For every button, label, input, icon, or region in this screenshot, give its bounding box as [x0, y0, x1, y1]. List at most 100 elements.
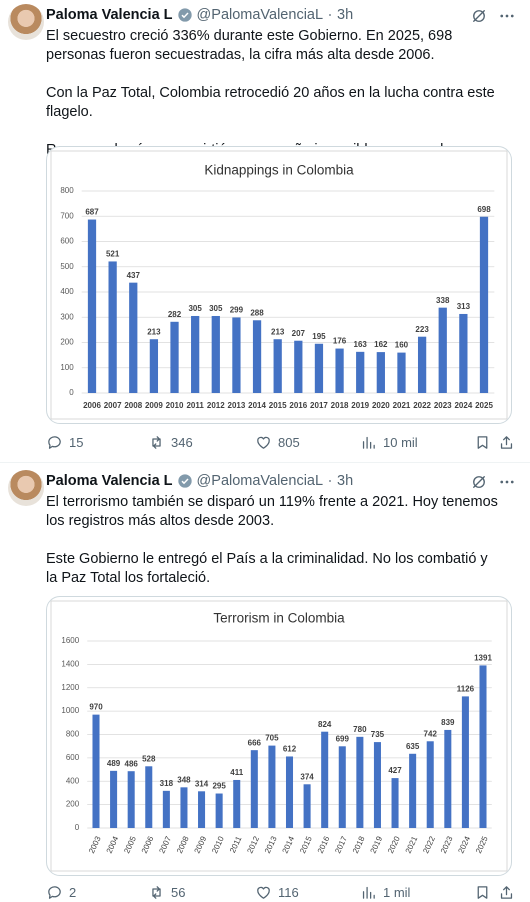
- more-button[interactable]: [498, 7, 516, 30]
- value-label: 687: [85, 208, 99, 217]
- grok-button[interactable]: [470, 473, 488, 496]
- bar: [108, 261, 117, 393]
- share[interactable]: [498, 883, 515, 901]
- value-label: 705: [265, 734, 279, 743]
- separator-dot-shape: [329, 480, 331, 482]
- y-tick-label: 800: [60, 186, 74, 195]
- x-tick-label: 2016: [289, 401, 307, 410]
- more-icon: [500, 480, 514, 484]
- reply[interactable]: 15: [46, 433, 83, 451]
- avatar[interactable]: [8, 470, 44, 506]
- more-icon-shape: [510, 480, 514, 484]
- grok-button[interactable]: [470, 7, 488, 30]
- value-label: 437: [127, 271, 141, 280]
- avatar[interactable]: [8, 4, 44, 40]
- chart-title: Kidnappings in Colombia: [204, 163, 354, 178]
- bar: [314, 343, 324, 393]
- bookmark-icon: [477, 435, 488, 449]
- tweet-paragraph: Con la Paz Total, Colombia retrocedió 20…: [46, 85, 495, 120]
- value-label: 213: [147, 327, 161, 336]
- reply[interactable]: 2: [46, 883, 76, 901]
- tweet-paragraph: Este Gobierno le entregó el País a la cr…: [46, 551, 488, 586]
- x-tick-label: 2017: [310, 401, 328, 410]
- reply-icon: [48, 885, 61, 899]
- x-tick-label: 2009: [145, 401, 163, 410]
- bookmark[interactable]: [474, 883, 491, 901]
- x-tick-label: 2011: [186, 401, 204, 410]
- retweet-count: 346: [171, 434, 193, 450]
- bookmark[interactable]: [474, 433, 491, 451]
- retweet[interactable]: 56: [148, 883, 185, 901]
- value-label: 780: [353, 725, 367, 734]
- author-name[interactable]: Paloma Valencia L: [46, 473, 173, 489]
- x-tick-label: 2008: [124, 401, 142, 410]
- value-label: 486: [125, 759, 139, 768]
- verified-badge-shape: [177, 474, 192, 488]
- more-icon-shape: [505, 14, 509, 18]
- bar: [145, 766, 153, 828]
- author-handle[interactable]: @PalomaValenciaL: [196, 7, 324, 23]
- verified-badge-shape: [181, 12, 189, 19]
- chart-background: [50, 600, 508, 872]
- author-name[interactable]: Paloma Valencia L: [46, 7, 173, 23]
- author-handle[interactable]: @PalomaValenciaL: [196, 473, 324, 489]
- value-label: 163: [354, 340, 368, 349]
- bar: [198, 791, 206, 828]
- like[interactable]: 116: [255, 883, 299, 901]
- value-label: 282: [168, 310, 182, 319]
- views[interactable]: 1 mil: [360, 883, 410, 901]
- bookmark-icon: [477, 885, 488, 899]
- bar: [233, 779, 241, 828]
- y-tick-label: 1400: [61, 659, 79, 668]
- views-icon: [362, 886, 375, 899]
- tweet-header: Paloma Valencia L @PalomaValenciaL 3h: [46, 7, 353, 23]
- bar: [170, 321, 179, 393]
- value-label: 288: [250, 308, 264, 317]
- bar: [461, 696, 469, 828]
- bar: [252, 320, 262, 393]
- media[interactable]: Kidnappings in Colombia 0 100 200 300 400 500 6…: [46, 146, 512, 424]
- bar: [391, 778, 399, 828]
- bar: [110, 770, 118, 828]
- share[interactable]: [498, 433, 515, 451]
- x-tick-label: 2012: [207, 401, 225, 410]
- bar: [87, 219, 97, 393]
- x-tick-label: 2025: [475, 401, 493, 410]
- retweet-icon-shape: [152, 435, 161, 449]
- bar: [92, 714, 100, 828]
- y-tick-label: 600: [66, 753, 80, 762]
- retweet[interactable]: 346: [148, 433, 193, 451]
- tweet-text: El terrorismo también se disparó un 119%…: [46, 493, 502, 607]
- y-tick-label: 400: [66, 776, 80, 785]
- bar: [459, 313, 468, 393]
- bar: [409, 753, 417, 828]
- value-label: 489: [107, 759, 121, 768]
- grok-icon-shape: [473, 476, 485, 488]
- retweet-icon: [152, 885, 161, 899]
- value-label: 839: [441, 718, 455, 727]
- views[interactable]: 10 mil: [360, 433, 418, 451]
- views-icon-shape: [362, 886, 375, 899]
- bar: [479, 216, 489, 393]
- value-label: 207: [292, 329, 306, 338]
- value-label: 1126: [457, 685, 475, 694]
- bar: [191, 315, 200, 393]
- value-label: 176: [333, 337, 347, 346]
- share-icon-shape: [500, 885, 513, 899]
- like-icon-shape: [257, 436, 270, 449]
- timestamp[interactable]: 3h: [337, 7, 354, 23]
- media[interactable]: Terrorism in Colombia 0 200 400 600 800 1000 12…: [46, 596, 512, 876]
- chart: Kidnappings in Colombia 0 100 200 300 400 500 6…: [50, 150, 508, 420]
- like[interactable]: 805: [255, 433, 300, 451]
- bar: [376, 352, 385, 393]
- x-tick-label: 2010: [166, 401, 184, 410]
- bar: [356, 351, 365, 393]
- reply-count: 2: [69, 884, 77, 900]
- timestamp[interactable]: 3h: [337, 473, 354, 489]
- more-button[interactable]: [498, 473, 516, 496]
- y-tick-label: 300: [60, 312, 74, 321]
- value-label: 314: [195, 779, 209, 788]
- grok-icon-shape: [473, 476, 485, 488]
- x-tick-label: 2021: [393, 401, 411, 410]
- retweet-icon-shape: [152, 885, 161, 899]
